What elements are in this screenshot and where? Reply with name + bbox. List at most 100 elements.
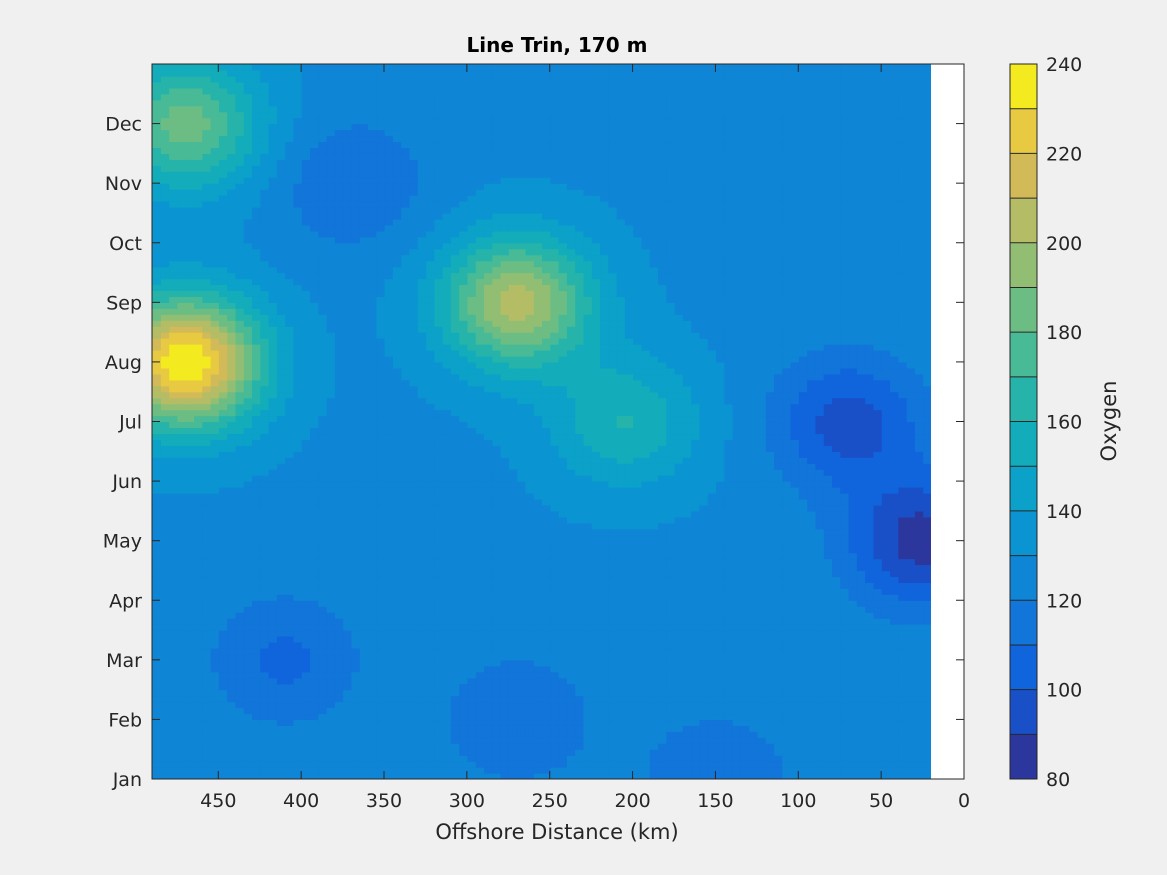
contour-cell: [814, 236, 824, 244]
contour-cell: [599, 731, 609, 738]
contour-cell: [831, 338, 841, 345]
contour-cell: [599, 487, 609, 494]
contour-cell: [674, 236, 683, 244]
contour-cell: [790, 665, 799, 673]
contour-cell: [864, 385, 874, 393]
contour-cell: [616, 367, 625, 375]
contour-cell: [707, 600, 717, 607]
contour-cell: [715, 64, 725, 71]
contour-cell: [682, 135, 692, 143]
contour-cell: [889, 665, 899, 673]
contour-cell: [640, 379, 650, 387]
contour-cell: [665, 445, 675, 452]
contour-cell: [632, 469, 642, 476]
contour-cell: [715, 69, 725, 77]
contour-cell: [889, 302, 899, 309]
contour-cell: [732, 516, 741, 524]
contour-cell: [889, 87, 899, 95]
contour-cell: [914, 135, 924, 143]
contour-cell: [591, 582, 601, 589]
contour-cell: [839, 743, 849, 750]
contour-cell: [624, 570, 634, 578]
contour-cell: [798, 498, 808, 506]
contour-cell: [591, 385, 601, 393]
contour-cell: [922, 516, 931, 524]
contour-cell: [889, 201, 899, 208]
contour-cell: [831, 701, 841, 709]
contour-cell: [848, 463, 857, 470]
contour-cell: [906, 189, 915, 196]
contour-cell: [591, 767, 601, 774]
contour-cell: [657, 546, 667, 554]
contour-cell: [748, 647, 758, 655]
contour-cell: [872, 552, 882, 560]
contour-cell: [632, 218, 642, 226]
contour-cell: [831, 272, 841, 280]
contour-cell: [864, 493, 874, 500]
contour-cell: [872, 266, 882, 274]
contour-cell: [748, 165, 758, 172]
contour-cell: [649, 773, 659, 779]
contour-cell: [814, 659, 824, 667]
contour-cell: [906, 105, 915, 113]
contour-cell: [756, 773, 766, 779]
contour-cell: [872, 123, 882, 131]
contour-cell: [922, 302, 931, 309]
contour-cell: [864, 510, 874, 518]
contour-cell: [674, 558, 683, 566]
contour-cell: [823, 171, 833, 178]
contour-cell: [740, 409, 750, 417]
contour-cell: [756, 558, 766, 566]
contour-cell: [889, 367, 899, 375]
contour-cell: [599, 391, 609, 399]
contour-cell: [781, 481, 791, 488]
contour-cell: [607, 355, 617, 363]
contour-cell: [707, 707, 717, 715]
contour-cell: [889, 427, 899, 435]
contour-cell: [856, 641, 866, 649]
contour-cell: [790, 260, 799, 268]
contour-cell: [773, 99, 783, 107]
contour-cell: [715, 487, 725, 494]
contour-cell: [698, 409, 708, 417]
contour-cell: [864, 588, 874, 595]
contour-cell: [707, 534, 717, 542]
contour-cell: [906, 195, 915, 202]
contour-cell: [872, 755, 882, 762]
contour-cell: [690, 504, 700, 512]
contour-cell: [723, 516, 733, 524]
contour-cell: [798, 773, 808, 779]
contour-cell: [649, 332, 659, 339]
contour-cell: [599, 195, 609, 202]
contour-cell: [682, 528, 692, 536]
contour-cell: [649, 677, 659, 685]
contour-cell: [698, 588, 708, 595]
contour-cell: [856, 695, 866, 703]
contour-cell: [690, 93, 700, 101]
contour-cell: [657, 260, 667, 268]
contour-cell: [765, 630, 775, 637]
contour-cell: [616, 159, 625, 166]
contour-cell: [814, 171, 824, 178]
contour-cell: [723, 260, 733, 268]
contour-cell: [732, 201, 741, 208]
contour-cell: [707, 737, 717, 744]
contour-cell: [765, 487, 775, 494]
contour-cell: [906, 659, 915, 667]
contour-cell: [665, 552, 675, 560]
contour-cell: [765, 713, 775, 721]
contour-cell: [889, 743, 899, 750]
contour-cell: [781, 677, 791, 685]
contour-cell: [798, 129, 808, 137]
contour-cell: [839, 224, 849, 232]
contour-cell: [723, 296, 733, 303]
contour-cell: [765, 201, 775, 208]
contour-cell: [864, 481, 874, 488]
contour-cell: [732, 683, 741, 691]
contour-cell: [814, 540, 824, 548]
contour-cell: [740, 260, 750, 268]
contour-cell: [881, 606, 891, 613]
contour-cell: [715, 540, 725, 548]
contour-cell: [599, 308, 609, 315]
contour-cell: [765, 695, 775, 703]
